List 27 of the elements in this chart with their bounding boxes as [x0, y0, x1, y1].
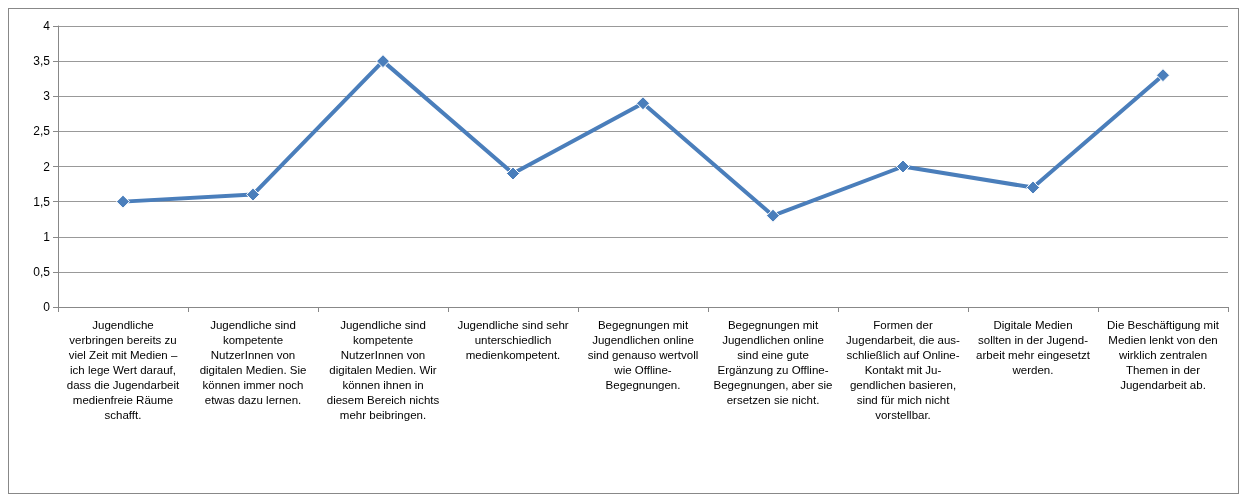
x-tick-label: Jugendliche sind sehr unterschiedlich medienkompetent. — [457, 318, 569, 361]
point — [1026, 180, 1040, 195]
y-tick-label: 3 — [43, 89, 51, 104]
y-tick-label: 1 — [43, 229, 51, 244]
x-tick-label: Jugendliche sind kompetente NutzerInnen von digitalen Medien. Sie können immer noch etwas dazu lernen. — [199, 318, 307, 406]
x-tick-label: Die Beschäftigung mit Medien lenkt von den wirklich zentralen Themen in der Jugendarbeit ab. — [1107, 318, 1220, 391]
point — [1156, 68, 1170, 83]
y-tick-label: 2,5 — [33, 124, 51, 139]
y-tick-label: 2 — [43, 159, 51, 174]
point — [246, 187, 260, 202]
point — [766, 208, 780, 223]
y-tick-label: 4 — [43, 19, 51, 33]
y-tick-label: 0,5 — [33, 264, 51, 279]
x-tick-label: Begegnungen mit Jugendlichen online sind eine gute Ergänzung zu Offline- Begegnungen, aber sie ersetzen sie nicht. — [713, 318, 833, 406]
x-tick-label: Jugendliche verbringen bereits zu viel Zeit mit Medien – ich lege Wert darauf, dass die Jugendarbeit medienfreie Räume schafft. — [66, 318, 181, 421]
x-tick-label: Formen der Jugendarbeit, die aus- schließlich auf Online- Kontakt mit Ju- gendlichen basieren, sind für mich nicht vorstellbar. — [846, 318, 961, 421]
y-tick-label: 1,5 — [33, 194, 51, 209]
point — [506, 166, 520, 181]
point — [896, 159, 910, 174]
x-tick-label: Jugendliche sind kompetente NutzerInnen von digitalen Medien. Wir können ihnen in diesem Bereich nichts mehr beibringen. — [326, 318, 440, 421]
y-tick-label: 3,5 — [33, 54, 51, 69]
point — [376, 54, 390, 69]
x-tick-label: Digitale Medien sollten in der Jugend- arbeit mehr eingesetzt werden. — [976, 318, 1091, 376]
y-tick-label: 0 — [43, 300, 51, 314]
point — [636, 96, 650, 111]
x-tick-label: Begegnungen mit Jugendlichen online sind genauso wertvoll wie Offline- Begegnungen. — [587, 318, 699, 391]
point — [116, 194, 130, 209]
